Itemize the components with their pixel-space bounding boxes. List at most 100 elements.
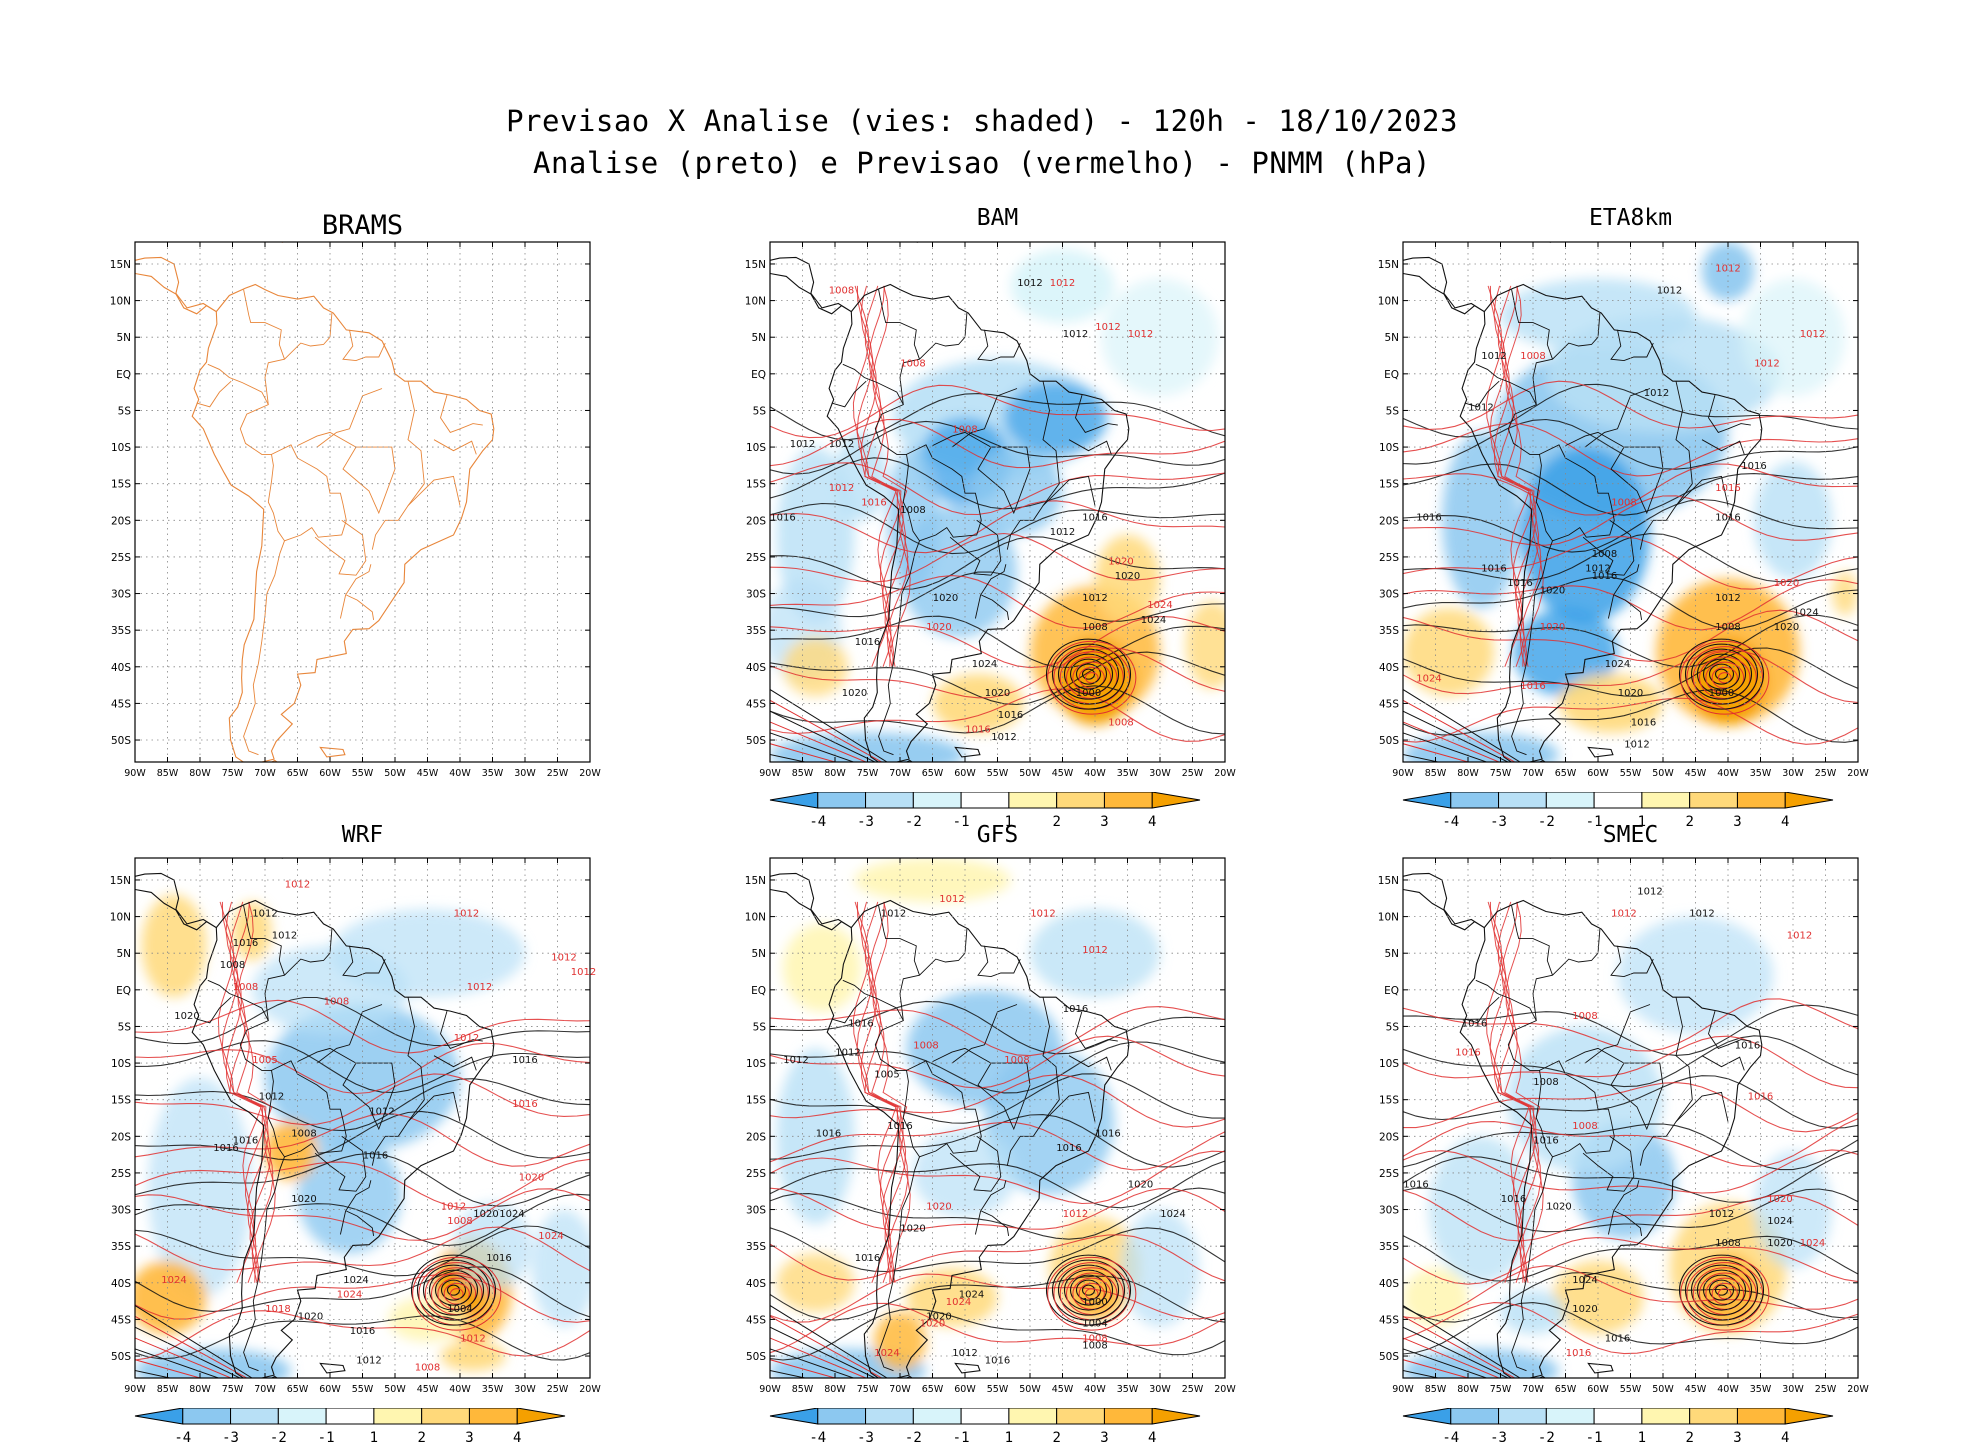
colorbar-tick-label: -4 — [809, 1430, 826, 1446]
contour-label: 1016 — [233, 938, 258, 949]
lat-tick-label: 15N — [110, 259, 131, 271]
lat-tick-label: 20S — [111, 515, 131, 527]
lat-tick-label: 50S — [746, 1351, 766, 1363]
lat-tick-label: 5S — [118, 1021, 132, 1033]
lat-tick-label: 45S — [1379, 1314, 1399, 1326]
contour-label: 1012 — [1800, 329, 1825, 340]
colorbar-swatch — [325, 1408, 375, 1425]
lat-tick-label: 45S — [111, 698, 131, 710]
graticule — [135, 242, 590, 762]
lon-tick-label: 80W — [824, 1384, 846, 1395]
lat-tick-label: EQ — [751, 985, 766, 997]
contour-label: 1008 — [291, 1128, 316, 1139]
lon-tick-label: 35W — [1750, 768, 1772, 779]
lat-tick-label: 45S — [746, 1314, 766, 1326]
panel-title: BRAMS — [321, 210, 404, 241]
contour-label: 1016 — [512, 1099, 537, 1110]
colorbar-swatch — [1498, 1408, 1547, 1425]
lat-tick-label: 5N — [751, 332, 766, 344]
contour-label: 1016 — [1082, 512, 1107, 523]
lon-tick-label: 35W — [1750, 1384, 1772, 1395]
lat-tick-label: 10S — [111, 442, 131, 454]
contour-label: 1012 — [1715, 263, 1740, 274]
contour-label: 1020 — [1618, 688, 1643, 699]
colorbar-tick-label: -2 — [905, 1430, 922, 1446]
lat-tick-label: 5N — [1384, 332, 1399, 344]
colorbar-swatch — [960, 1408, 1010, 1425]
lat-tick-label: 5N — [116, 948, 131, 960]
lat-tick-label: 15S — [1379, 479, 1399, 491]
colorbar-tick-label: 3 — [1733, 814, 1741, 830]
map-panel-bam: 1008 1012 1012 1012 1012 1012 1008 1012 1012 1008… — [745, 241, 1236, 779]
lon-tick-label: 70W — [1522, 1384, 1544, 1395]
colorbar-swatch — [769, 792, 819, 809]
colorbar-swatch — [1151, 1408, 1201, 1425]
lat-tick-label: 25S — [746, 552, 766, 564]
lat-tick-label: 35S — [746, 625, 766, 637]
colorbar-tick-label: -3 — [857, 814, 874, 830]
contour-label: 1012 — [835, 1048, 860, 1059]
lat-tick-label: 5S — [753, 405, 767, 417]
contour-label: 1008 — [1715, 622, 1740, 633]
lon-tick-label: 80W — [1457, 768, 1479, 779]
panel-title: BAM — [976, 205, 1019, 231]
colorbar-swatch — [277, 1408, 327, 1425]
graticule — [135, 858, 590, 1378]
lat-tick-label: 45S — [111, 1314, 131, 1326]
lon-tick-label: 80W — [824, 768, 846, 779]
colorbar-tick-label: 2 — [1052, 814, 1060, 830]
lon-tick-label: 40W — [449, 768, 471, 779]
colorbar-swatch — [1103, 792, 1153, 809]
colorbar-tick-label: -1 — [1586, 1430, 1603, 1446]
contour-label: 1016 — [363, 1150, 388, 1161]
colorbar-tick-label: -1 — [953, 1430, 970, 1446]
contour-label: 1016 — [213, 1143, 238, 1154]
lat-tick-label: 15N — [1378, 875, 1399, 887]
contour-label: 1016 — [486, 1253, 511, 1264]
colorbar: -4 -3 -2 -1 1 2 3 4 — [769, 792, 1201, 830]
colorbar-swatch — [1689, 792, 1738, 809]
graticule — [1403, 242, 1858, 762]
colorbar-swatch — [1402, 792, 1452, 809]
colorbar-swatch — [1689, 1408, 1738, 1425]
country-borders — [1464, 905, 1751, 1372]
colorbar-tick-label: 4 — [513, 1430, 521, 1446]
contour-label: 1012 — [454, 1033, 479, 1044]
contour-label: 1008 — [1572, 1011, 1597, 1022]
colorbar-swatch — [1784, 792, 1834, 809]
colorbar: -4 -3 -2 -1 1 2 3 4 — [134, 1408, 566, 1446]
colorbar-tick-label: -4 — [1442, 1430, 1459, 1446]
contour-label: 1016 — [1631, 717, 1656, 728]
lat-tick-label: 40S — [746, 1278, 766, 1290]
lat-tick-label: 15N — [110, 875, 131, 887]
figure-title-line-2: Analise (preto) e Previsao (vermelho) - … — [533, 146, 1431, 180]
contour-label: 1024 — [1147, 600, 1172, 611]
colorbar: -4 -3 -2 -1 1 2 3 4 — [1402, 792, 1834, 830]
colorbar-swatch — [1498, 792, 1547, 809]
lat-tick-label: 35S — [746, 1241, 766, 1253]
colorbar-tick-label: -2 — [270, 1430, 287, 1446]
contour-label: 1012 — [1754, 359, 1779, 370]
contour-label: 1024 — [337, 1289, 362, 1300]
colorbar-tick-label: -1 — [318, 1430, 335, 1446]
lon-tick-label: 45W — [1052, 768, 1074, 779]
lat-tick-label: EQ — [116, 985, 131, 997]
lat-tick-label: 15N — [745, 875, 766, 887]
lat-tick-label: 10N — [110, 296, 131, 308]
contour-label: 1020 — [1546, 1202, 1571, 1213]
colorbar-tick-label: 2 — [1685, 1430, 1693, 1446]
colorbar-tick-label: 4 — [1148, 814, 1156, 830]
contour-label: 1012 — [460, 1333, 485, 1344]
lon-tick-label: 90W — [124, 1384, 146, 1395]
colorbar-swatch — [1641, 792, 1691, 809]
contour-label: 1012 — [369, 1106, 394, 1117]
country-borders — [831, 905, 1118, 1372]
lon-tick-label: 20W — [1214, 768, 1236, 779]
lat-tick-label: 35S — [111, 625, 131, 637]
lon-tick-label: 35W — [482, 768, 504, 779]
contour-label: 1012 — [783, 1055, 808, 1066]
contour-label: 1024 — [1605, 659, 1630, 670]
lat-tick-label: 5S — [1386, 1021, 1400, 1033]
contour-label: 1016 — [965, 725, 990, 736]
lat-tick-label: 5N — [1384, 948, 1399, 960]
